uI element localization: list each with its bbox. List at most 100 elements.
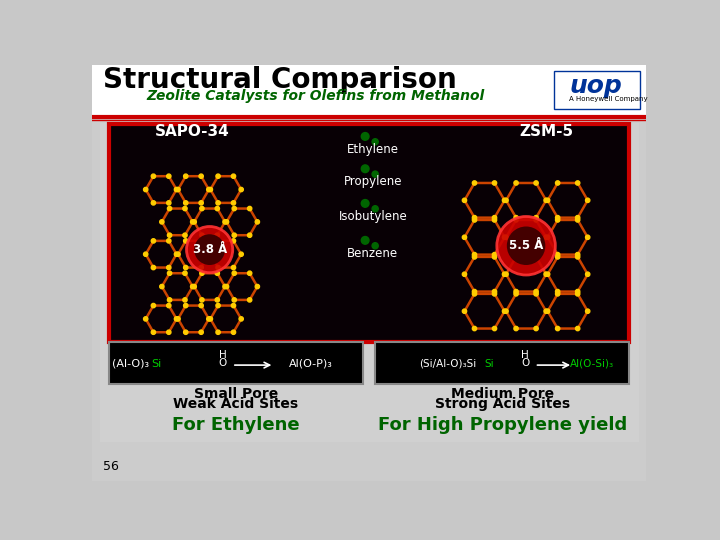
Circle shape — [372, 242, 378, 249]
Circle shape — [472, 215, 477, 220]
Circle shape — [534, 255, 539, 259]
Circle shape — [361, 132, 369, 140]
Circle shape — [168, 233, 172, 238]
Text: A Honeywell Company: A Honeywell Company — [570, 96, 648, 102]
Circle shape — [462, 235, 467, 239]
Circle shape — [231, 174, 235, 178]
Circle shape — [556, 255, 560, 259]
Circle shape — [544, 198, 548, 202]
Circle shape — [184, 330, 188, 334]
Circle shape — [534, 181, 539, 185]
Circle shape — [503, 198, 507, 202]
Circle shape — [166, 174, 171, 178]
Circle shape — [497, 217, 555, 275]
Circle shape — [248, 233, 252, 238]
Circle shape — [215, 298, 220, 302]
Circle shape — [575, 253, 580, 257]
Circle shape — [544, 235, 548, 239]
Circle shape — [192, 220, 197, 224]
Circle shape — [492, 181, 497, 185]
Circle shape — [151, 239, 156, 243]
Text: Structural Comparison: Structural Comparison — [102, 66, 456, 94]
Circle shape — [492, 215, 497, 220]
Circle shape — [534, 289, 539, 294]
Circle shape — [239, 252, 243, 256]
Circle shape — [534, 215, 539, 220]
Text: 5.5 Å: 5.5 Å — [509, 239, 543, 252]
Circle shape — [225, 220, 229, 224]
Circle shape — [216, 265, 220, 269]
Circle shape — [492, 326, 497, 330]
Circle shape — [225, 285, 229, 289]
Circle shape — [503, 272, 507, 276]
Bar — [109, 124, 629, 342]
Circle shape — [174, 187, 179, 192]
Circle shape — [248, 206, 252, 211]
Circle shape — [183, 271, 187, 275]
Circle shape — [575, 215, 580, 220]
Circle shape — [191, 285, 195, 289]
Circle shape — [546, 272, 550, 276]
Circle shape — [372, 139, 378, 145]
Circle shape — [575, 181, 580, 185]
Text: (Si/Al-O)₃Si: (Si/Al-O)₃Si — [419, 359, 477, 369]
Circle shape — [575, 255, 580, 259]
Circle shape — [143, 252, 148, 256]
Circle shape — [239, 187, 243, 192]
Circle shape — [372, 206, 378, 212]
Circle shape — [492, 292, 497, 296]
Circle shape — [183, 298, 187, 302]
Circle shape — [575, 218, 580, 222]
Circle shape — [199, 206, 204, 211]
Circle shape — [166, 265, 171, 269]
Circle shape — [216, 303, 220, 308]
Circle shape — [534, 292, 539, 296]
Circle shape — [231, 239, 235, 243]
Text: Medium Pore: Medium Pore — [451, 387, 554, 401]
Circle shape — [208, 187, 212, 192]
Circle shape — [255, 285, 259, 289]
Circle shape — [546, 198, 550, 202]
Circle shape — [492, 253, 497, 257]
Circle shape — [585, 198, 590, 202]
Circle shape — [216, 201, 220, 205]
Circle shape — [143, 187, 148, 192]
Text: Small Pore: Small Pore — [194, 387, 278, 401]
Text: 3.8 Å: 3.8 Å — [192, 243, 227, 256]
Circle shape — [472, 326, 477, 330]
Text: Al(O-P)₃: Al(O-P)₃ — [289, 359, 333, 369]
Circle shape — [184, 239, 188, 243]
Circle shape — [143, 317, 148, 321]
Circle shape — [556, 215, 560, 220]
Text: H: H — [219, 350, 227, 360]
Circle shape — [231, 303, 235, 308]
Circle shape — [166, 330, 171, 334]
Circle shape — [492, 218, 497, 222]
Circle shape — [503, 235, 507, 239]
Circle shape — [544, 309, 548, 313]
Circle shape — [199, 201, 203, 205]
Circle shape — [208, 317, 212, 321]
Circle shape — [207, 187, 211, 192]
Text: Si: Si — [485, 359, 494, 369]
Circle shape — [534, 326, 539, 330]
Text: O: O — [521, 358, 529, 368]
Circle shape — [176, 187, 180, 192]
Text: Ethylene: Ethylene — [347, 143, 399, 156]
Text: For Ethylene: For Ethylene — [172, 416, 300, 434]
Circle shape — [514, 289, 518, 294]
Bar — [99, 123, 639, 442]
Circle shape — [504, 272, 508, 276]
Circle shape — [361, 237, 369, 244]
Circle shape — [223, 285, 228, 289]
Circle shape — [504, 198, 508, 202]
Circle shape — [168, 206, 172, 211]
Circle shape — [575, 292, 580, 296]
Circle shape — [231, 265, 235, 269]
Circle shape — [176, 252, 180, 256]
Circle shape — [462, 309, 467, 313]
Circle shape — [199, 330, 203, 334]
Circle shape — [472, 292, 477, 296]
Circle shape — [472, 289, 477, 294]
Circle shape — [556, 218, 560, 222]
